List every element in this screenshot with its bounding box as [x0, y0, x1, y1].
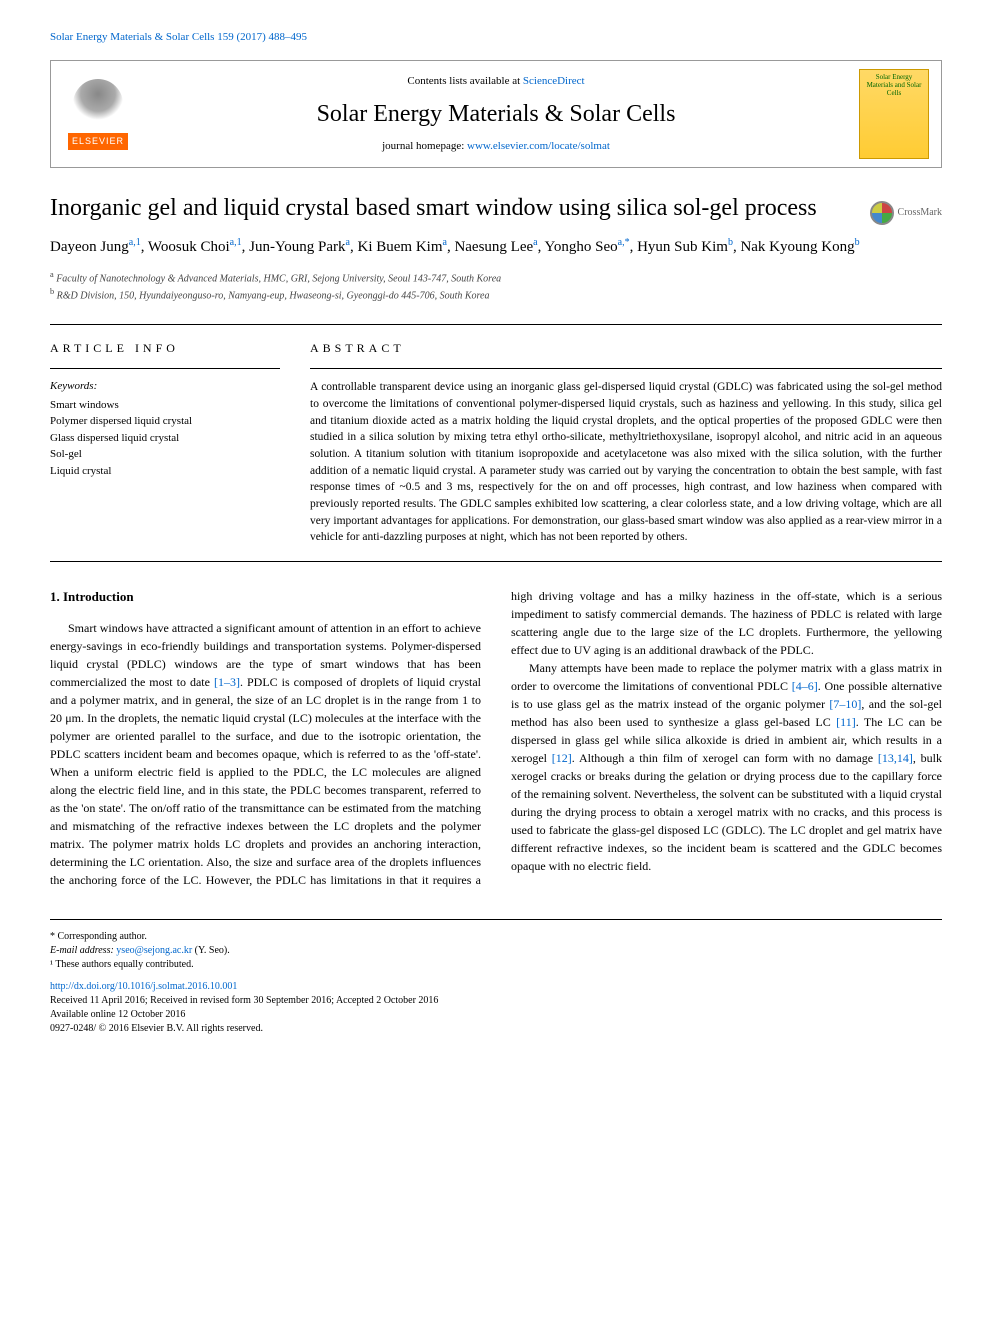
- sciencedirect-link[interactable]: ScienceDirect: [523, 75, 585, 87]
- body-columns: 1. Introduction Smart windows have attra…: [50, 587, 942, 889]
- keywords-list: Smart windowsPolymer dispersed liquid cr…: [50, 397, 280, 480]
- ref-link[interactable]: [4–6]: [792, 679, 818, 693]
- received-dates: Received 11 April 2016; Received in revi…: [50, 994, 942, 1008]
- journal-cover-thumbnail: Solar Energy Materials and Solar Cells: [859, 69, 929, 159]
- intro-heading: 1. Introduction: [50, 587, 481, 607]
- homepage-line: journal homepage: www.elsevier.com/locat…: [133, 139, 859, 154]
- contents-line: Contents lists available at ScienceDirec…: [133, 74, 859, 89]
- keywords-label: Keywords:: [50, 379, 280, 394]
- header-center: Contents lists available at ScienceDirec…: [133, 74, 859, 154]
- ref-link[interactable]: [13,14]: [878, 751, 913, 765]
- affiliations: a Faculty of Nanotechnology & Advanced M…: [50, 269, 942, 304]
- divider: [310, 368, 942, 369]
- elsevier-label: ELSEVIER: [68, 133, 128, 150]
- email-link[interactable]: yseo@sejong.ac.kr: [116, 945, 192, 956]
- abstract-heading: ABSTRACT: [310, 340, 942, 357]
- contents-prefix: Contents lists available at: [407, 75, 522, 87]
- homepage-prefix: journal homepage:: [382, 140, 467, 152]
- journal-name: Solar Energy Materials & Solar Cells: [133, 98, 859, 132]
- article-footer: * Corresponding author. E-mail address: …: [50, 919, 942, 1036]
- abstract-text: A controllable transparent device using …: [310, 379, 942, 546]
- doi-link[interactable]: http://dx.doi.org/10.1016/j.solmat.2016.…: [50, 980, 942, 994]
- ref-link[interactable]: [7–10]: [829, 697, 861, 711]
- crossmark-label: CrossMark: [898, 206, 942, 220]
- affiliation-b: b R&D Division, 150, Hyundaiyeonguso-ro,…: [50, 286, 942, 303]
- title-row: Inorganic gel and liquid crystal based s…: [50, 193, 942, 225]
- crossmark-icon: [870, 201, 894, 225]
- crossmark-badge[interactable]: CrossMark: [870, 201, 942, 225]
- article-info-column: ARTICLE INFO Keywords: Smart windowsPoly…: [50, 340, 280, 547]
- corresponding-author: * Corresponding author.: [50, 930, 942, 944]
- divider: [50, 368, 280, 369]
- article-title: Inorganic gel and liquid crystal based s…: [50, 193, 850, 224]
- citation-header: Solar Energy Materials & Solar Cells 159…: [50, 30, 942, 45]
- affiliation-a: a Faculty of Nanotechnology & Advanced M…: [50, 269, 942, 286]
- ref-link[interactable]: [11]: [836, 715, 856, 729]
- divider: [50, 324, 942, 325]
- email-line: E-mail address: yseo@sejong.ac.kr (Y. Se…: [50, 944, 942, 958]
- introduction-section: 1. Introduction Smart windows have attra…: [50, 587, 942, 889]
- elsevier-logo: ELSEVIER: [63, 74, 133, 154]
- ref-link[interactable]: [1–3]: [214, 675, 240, 689]
- copyright-line: 0927-0248/ © 2016 Elsevier B.V. All righ…: [50, 1022, 942, 1036]
- contribution-note: ¹ These authors equally contributed.: [50, 958, 942, 972]
- divider: [50, 561, 942, 562]
- elsevier-tree-icon: [73, 79, 123, 129]
- journal-header: ELSEVIER Contents lists available at Sci…: [50, 60, 942, 168]
- authors-line: Dayeon Junga,1, Woosuk Choia,1, Jun-Youn…: [50, 235, 942, 259]
- ref-link[interactable]: [12]: [552, 751, 572, 765]
- abstract-column: ABSTRACT A controllable transparent devi…: [310, 340, 942, 547]
- article-info-heading: ARTICLE INFO: [50, 340, 280, 357]
- intro-para-2: Many attempts have been made to replace …: [511, 659, 942, 875]
- available-date: Available online 12 October 2016: [50, 1008, 942, 1022]
- info-abstract-row: ARTICLE INFO Keywords: Smart windowsPoly…: [50, 340, 942, 547]
- homepage-link[interactable]: www.elsevier.com/locate/solmat: [467, 140, 610, 152]
